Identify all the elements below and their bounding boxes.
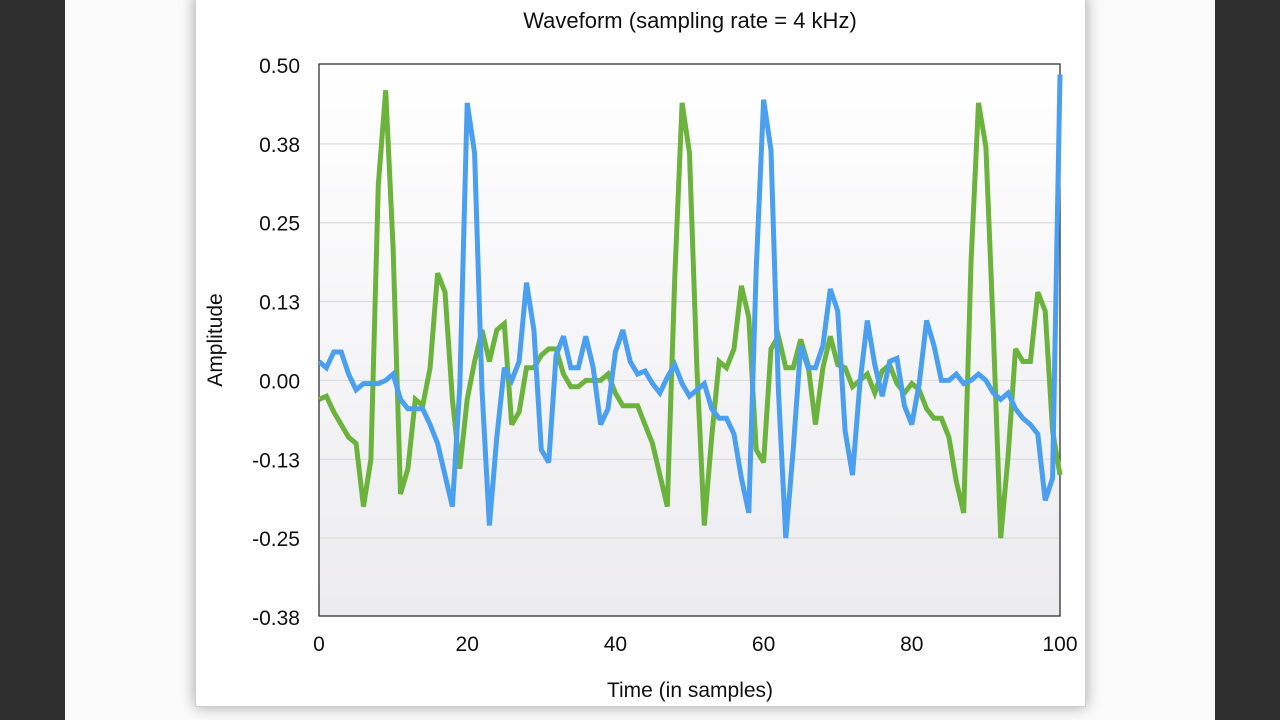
y-tick-label: -0.25 [252, 528, 300, 551]
y-tick-label: -0.38 [252, 607, 300, 630]
series-line-1 [318, 90, 1063, 539]
x-axis-label: Time (in samples) [607, 679, 773, 702]
x-tick-label: 20 [456, 633, 479, 656]
chart-title: Waveform (sampling rate = 4 kHz) [523, 8, 857, 33]
x-tick-label: 80 [900, 633, 923, 656]
y-tick-label: 0.00 [259, 370, 300, 393]
y-tick-label: 0.50 [259, 55, 300, 78]
x-tick-label: 40 [604, 633, 627, 656]
y-axis-label: Amplitude [204, 293, 227, 386]
y-tick-label: 0.38 [259, 134, 300, 157]
series-line-2 [317, 74, 1063, 539]
y-tick-label: 0.13 [259, 292, 300, 315]
x-tick-label: 100 [1042, 633, 1077, 656]
x-tick-label: 60 [752, 633, 775, 656]
y-tick-label: 0.25 [259, 213, 300, 236]
x-tick-label: 0 [313, 633, 325, 656]
y-tick-label: -0.13 [252, 449, 300, 472]
